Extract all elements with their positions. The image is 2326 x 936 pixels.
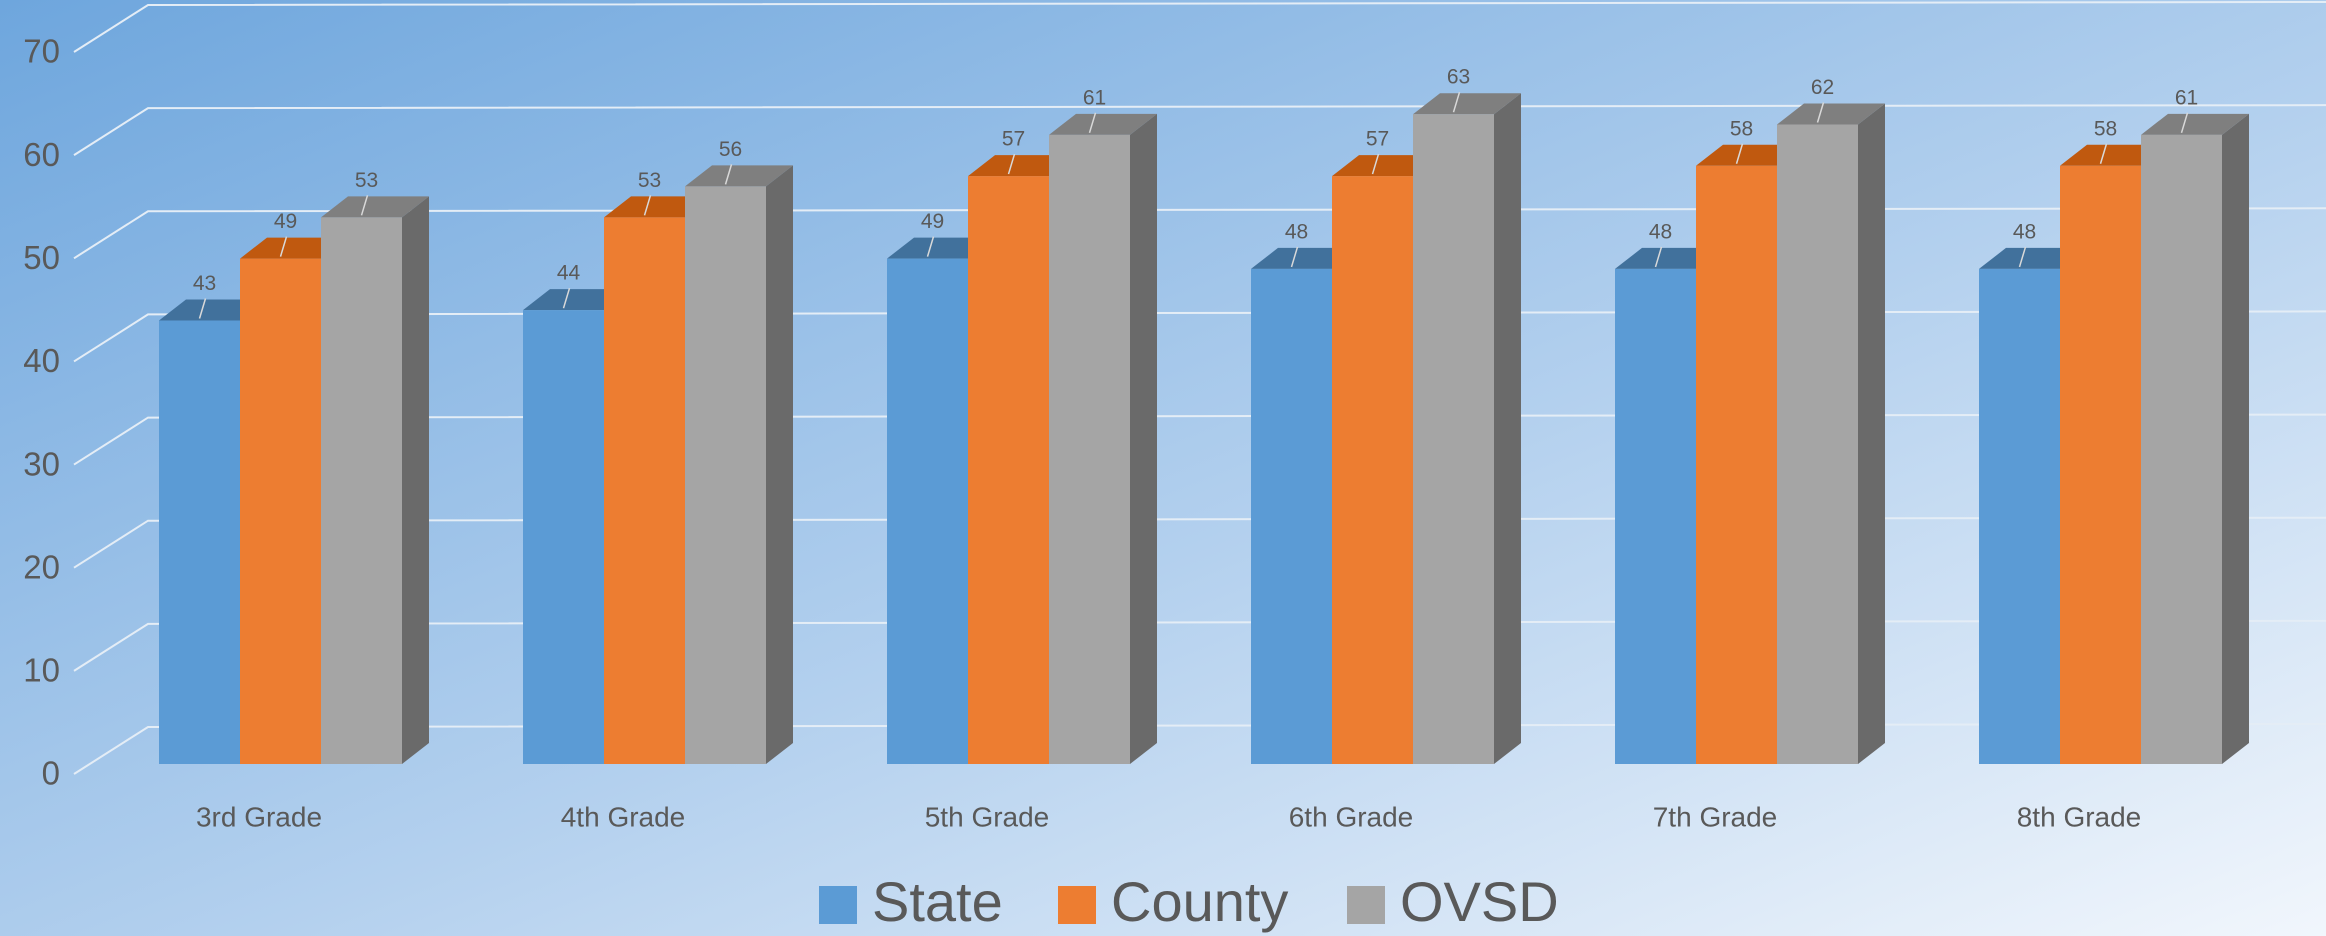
value-label: 56: [719, 138, 742, 161]
legend-label: OVSD: [1400, 870, 1559, 933]
value-label: 48: [1649, 220, 1672, 243]
x-tick-label: 8th Grade: [2017, 801, 2142, 832]
value-label: 62: [1811, 76, 1834, 99]
bar-side: [1130, 113, 1157, 765]
label-leader: [1088, 112, 1097, 134]
label-leader: [2180, 112, 2189, 134]
bar-top: [321, 196, 429, 218]
y-tick-label: 30: [23, 445, 60, 482]
value-label: 44: [557, 262, 581, 285]
bar: [968, 176, 1049, 765]
bar: [604, 217, 685, 765]
value-label: 63: [1447, 66, 1470, 89]
grid-line: [73, 104, 2326, 156]
bar-top: [1413, 93, 1521, 115]
grid-line: [73, 619, 2326, 672]
value-label: 58: [2094, 117, 2117, 140]
bar: [1777, 124, 1858, 764]
value-label: 57: [1366, 128, 1389, 151]
bar-side: [1494, 93, 1521, 764]
grid-line: [73, 207, 2326, 260]
bar: [159, 320, 240, 764]
label-leader: [2099, 143, 2108, 164]
label-leader: [279, 236, 288, 257]
y-tick-label: 20: [23, 548, 60, 585]
label-leader: [198, 298, 207, 319]
bar: [1049, 134, 1130, 765]
bar-top: [1049, 113, 1157, 135]
grid-line: [73, 516, 2326, 569]
label-leader: [1290, 246, 1299, 268]
bar: [1332, 176, 1413, 765]
label-leader: [1007, 153, 1016, 175]
bar-top: [1777, 103, 1885, 125]
legend-label: County: [1111, 870, 1288, 933]
y-tick-label: 0: [42, 755, 60, 792]
x-tick-label: 7th Grade: [1653, 801, 1778, 832]
bar: [2141, 134, 2222, 765]
value-label: 53: [355, 169, 378, 192]
bar-side: [1858, 103, 1885, 764]
label-leader: [2018, 246, 2027, 268]
label-leader: [724, 164, 733, 185]
value-label: 48: [1285, 220, 1308, 243]
bar: [887, 258, 968, 764]
legend-swatch: [819, 886, 857, 924]
grid-line: [73, 413, 2326, 466]
value-label: 57: [1002, 128, 1025, 151]
grid-line: [73, 1, 2326, 53]
bar-top: [2141, 113, 2249, 135]
value-label: 49: [921, 210, 944, 233]
bar: [523, 310, 604, 764]
grid-line: [73, 310, 2326, 363]
label-leader: [1654, 246, 1663, 268]
bar: [1615, 268, 1696, 764]
legend-swatch: [1347, 886, 1385, 924]
grid-line: [73, 723, 2326, 775]
x-tick-label: 6th Grade: [1289, 801, 1414, 832]
y-tick-label: 40: [23, 342, 60, 379]
label-leader: [1816, 102, 1825, 123]
legend-swatch: [1058, 886, 1096, 924]
label-leader: [1452, 91, 1461, 113]
y-tick-label: 50: [23, 239, 60, 276]
bar-side: [2222, 113, 2249, 765]
bar: [1413, 114, 1494, 764]
value-label: 53: [638, 169, 661, 192]
value-label: 58: [1730, 117, 1753, 140]
bar-side: [766, 165, 793, 764]
label-leader: [926, 236, 935, 257]
bar: [1251, 268, 1332, 764]
label-leader: [562, 287, 571, 309]
legend-label: State: [872, 870, 1003, 933]
y-tick-label: 60: [23, 136, 60, 173]
value-label: 49: [274, 210, 297, 233]
y-tick-label: 10: [23, 652, 60, 689]
bar-top: [685, 165, 793, 187]
x-tick-label: 5th Grade: [925, 801, 1050, 832]
label-leader: [643, 195, 652, 216]
label-leader: [1735, 143, 1744, 164]
y-tick-label: 70: [23, 33, 60, 70]
bar-side: [402, 196, 429, 765]
value-label: 48: [2013, 220, 2036, 243]
x-tick-label: 3rd Grade: [196, 801, 322, 832]
x-tick-label: 4th Grade: [561, 801, 686, 832]
bar: [321, 217, 402, 765]
bar: [1979, 268, 2060, 764]
bar: [685, 186, 766, 764]
bar: [240, 258, 321, 764]
value-label: 61: [2175, 86, 2198, 109]
label-leader: [1371, 153, 1380, 175]
bar: [2060, 165, 2141, 764]
bar: [1696, 165, 1777, 764]
value-label: 61: [1083, 86, 1106, 109]
label-leader: [360, 195, 369, 216]
value-label: 43: [193, 272, 216, 295]
